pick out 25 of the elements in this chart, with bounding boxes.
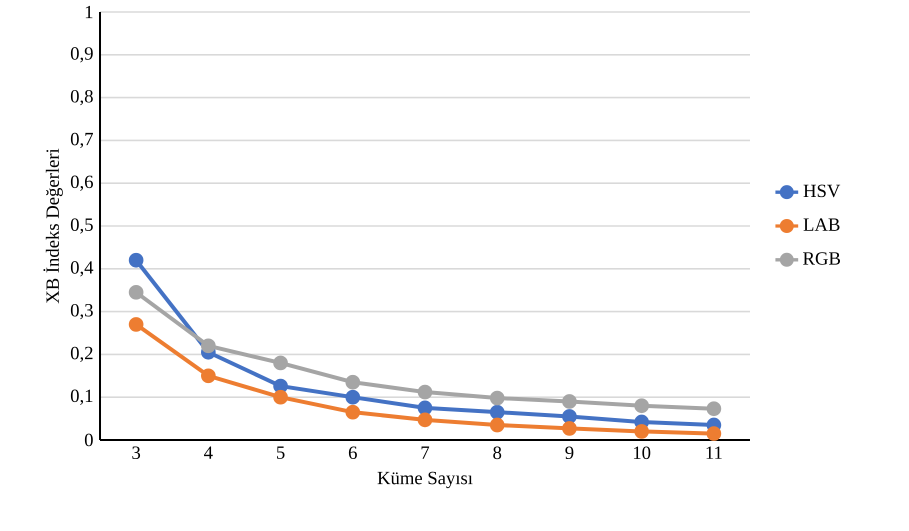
x-tick-label: 7 [422, 446, 430, 459]
y-tick-label: 0,9 [70, 47, 93, 62]
x-tick-label: 5 [276, 446, 285, 459]
y-tick-label: 0,2 [70, 346, 92, 362]
x-tick-label: 4 [204, 446, 213, 459]
y-tick-label: 0,4 [70, 261, 94, 276]
x-tick-label: 11 [706, 446, 722, 459]
y-tick-label: 0,8 [70, 90, 93, 106]
y-tick-label: 1 [86, 6, 92, 18]
x-tick-label: 3 [132, 446, 140, 460]
x-tick-label: 9 [565, 446, 574, 460]
legend-label: LAB [804, 218, 840, 231]
y-tick-label: 0,7 [70, 132, 93, 148]
legend-label: RGB [803, 252, 840, 265]
y-tick-label: 0,6 [70, 176, 93, 191]
y-tick-label: 0,3 [70, 304, 93, 320]
legend-label: HSV [804, 184, 840, 198]
y-tick-label: 0 [84, 434, 93, 446]
x-tick-label: 8 [493, 446, 502, 460]
x-tick-label: 10 [634, 446, 650, 460]
x-tick-label: 6 [348, 446, 357, 460]
x-axis-title: Küme Sayısı [378, 472, 473, 488]
y-tick-label: 0,5 [70, 218, 93, 234]
y-axis-title: XB İndeks Değerleri [43, 148, 63, 304]
y-tick-label: 0,1 [70, 390, 92, 405]
